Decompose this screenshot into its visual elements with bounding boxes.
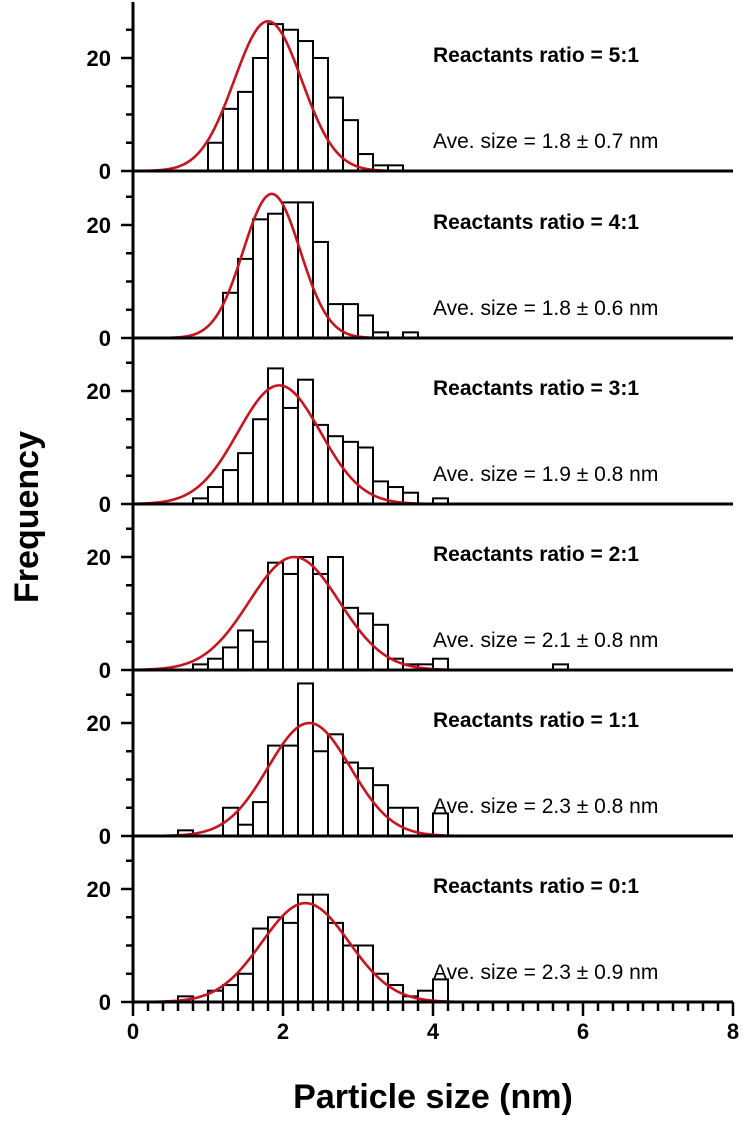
histogram-bar — [222, 646, 239, 672]
histogram-bar — [267, 212, 284, 339]
panel-2: 0 20 Reactants ratio = 4:1 Ave. size = 1.8 … — [87, 192, 733, 351]
y-tick-label: 0 — [99, 658, 111, 683]
panel-title: Reactants ratio = 5:1 — [433, 44, 639, 67]
histogram-bar — [222, 469, 239, 506]
y-tick-label: 20 — [87, 711, 111, 736]
histogram-bar — [237, 257, 254, 339]
panel-annotation: Ave. size = 2.1 ± 0.8 nm — [433, 629, 658, 652]
x-axis-title: Particle size (nm) — [293, 1078, 573, 1116]
panel-annotation: Ave. size = 1.8 ± 0.6 nm — [433, 297, 658, 320]
histogram-bar — [282, 921, 299, 1004]
histogram-bar — [267, 744, 284, 837]
histogram-bar — [312, 423, 329, 505]
x-axis: 0 2 4 6 8 — [127, 2, 739, 1044]
panel-1: 0 20 Reactants ratio = 5:1 Ave. size = 1.8 … — [87, 19, 733, 184]
y-tick-label: 20 — [87, 379, 111, 404]
histogram-bar — [267, 23, 284, 172]
histogram-bar — [207, 141, 224, 172]
histogram-bar — [237, 90, 254, 172]
y-tick-label: 20 — [87, 46, 111, 71]
histogram-bar — [282, 406, 299, 506]
histogram-bar — [297, 556, 314, 671]
panel-annotation: Ave. size = 1.8 ± 0.7 nm — [433, 130, 658, 153]
panel-title: Reactants ratio = 0:1 — [433, 875, 639, 898]
histogram-bar — [222, 984, 239, 1003]
x-tick-label: 2 — [277, 1019, 289, 1044]
x-tick-label: 4 — [427, 1019, 440, 1044]
y-axis-title: Frequency — [8, 431, 46, 603]
histogram-bar — [357, 944, 374, 1003]
histogram-bar — [252, 418, 269, 505]
panel-3: 0 20 Reactants ratio = 3:1 Ave. size = 1.9 … — [87, 361, 733, 517]
histogram-bar — [342, 944, 359, 1003]
x-tick-label: 6 — [577, 1019, 589, 1044]
histogram-bar — [312, 893, 329, 1004]
histogram-bar — [357, 767, 374, 838]
panels-group: 0 20 Reactants ratio = 5:1 Ave. size = 1.8 … — [87, 19, 733, 1015]
histogram-bar — [312, 572, 329, 672]
panel-annotation: Ave. size = 2.3 ± 0.8 nm — [433, 795, 658, 818]
histogram-bar — [252, 640, 269, 671]
histogram-bar — [357, 314, 374, 339]
histogram-bar — [327, 556, 344, 671]
y-tick-label: 20 — [87, 213, 111, 238]
histogram-bar — [237, 972, 254, 1003]
y-tick-label: 0 — [99, 326, 111, 351]
histogram-bar — [252, 218, 269, 340]
panel-title: Reactants ratio = 3:1 — [433, 377, 639, 400]
histogram-bar — [297, 682, 314, 838]
histogram-bar — [267, 561, 284, 672]
panel-annotation: Ave. size = 2.3 ± 0.9 nm — [433, 961, 658, 984]
panel-5: 0 20 Reactants ratio = 1:1 Ave. size = 2.3 … — [87, 682, 733, 849]
histogram-bar — [327, 921, 344, 1004]
panel-annotation: Ave. size = 1.9 ± 0.8 nm — [433, 463, 658, 486]
histogram-bar — [222, 107, 239, 172]
x-tick-label: 8 — [727, 1019, 739, 1044]
histogram-bar — [282, 744, 299, 837]
histogram-bar — [237, 823, 254, 838]
panel-4: 0 20 Reactants ratio = 2:1 Ave. size = 2.1 … — [87, 527, 733, 683]
panel-title: Reactants ratio = 2:1 — [433, 543, 639, 566]
y-tick-label: 0 — [99, 492, 111, 517]
panel-6: 0 20 Reactants ratio = 0:1 Ave. size = 2.3 … — [87, 859, 733, 1015]
histogram-bar — [282, 572, 299, 672]
histogram-bar — [252, 57, 269, 172]
panel-title: Reactants ratio = 4:1 — [433, 211, 639, 234]
histogram-bar — [252, 927, 269, 1003]
panel-title: Reactants ratio = 1:1 — [433, 709, 639, 732]
histogram-bar — [237, 629, 254, 672]
y-tick-label: 20 — [87, 877, 111, 902]
histogram-bar — [312, 750, 329, 837]
y-tick-label: 0 — [99, 159, 111, 184]
histogram-bar — [252, 801, 269, 837]
histogram-bar — [342, 761, 359, 837]
x-tick-label: 0 — [127, 1019, 139, 1044]
y-tick-label: 20 — [87, 545, 111, 570]
histogram-bar — [327, 96, 344, 172]
histogram-bar — [207, 657, 224, 672]
y-tick-label: 0 — [99, 824, 111, 849]
histogram-bar — [207, 486, 224, 505]
histogram-bar — [237, 452, 254, 505]
y-tick-label: 0 — [99, 990, 111, 1015]
histogram-bar — [357, 446, 374, 505]
histogram-bar — [297, 893, 314, 1004]
